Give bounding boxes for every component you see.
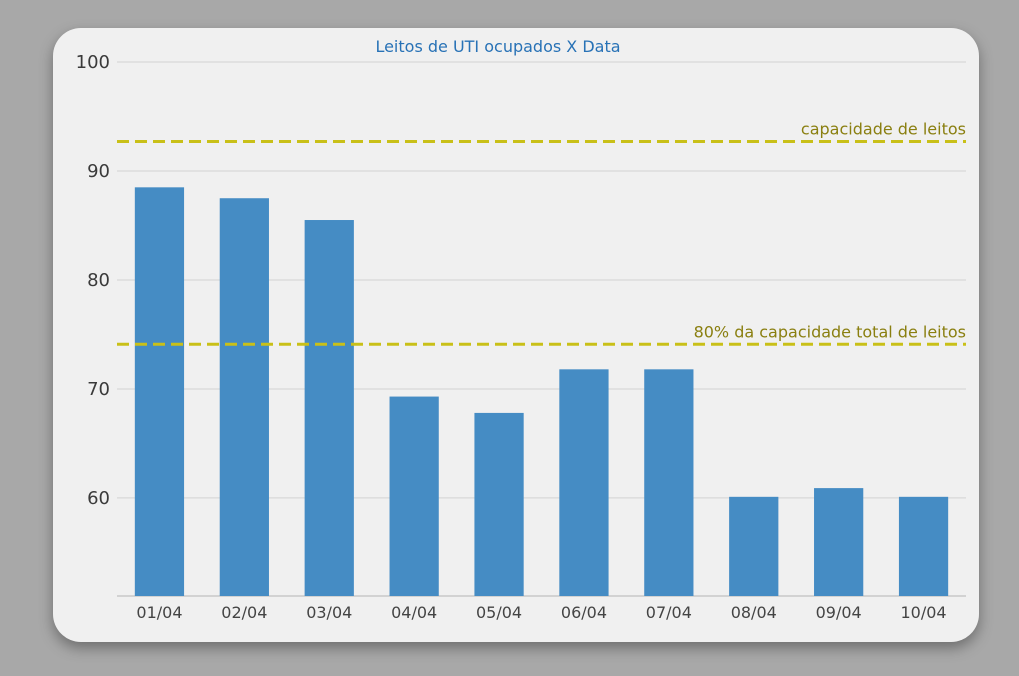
reference-line-label: capacidade de leitos [801, 120, 966, 139]
y-tick-label: 90 [87, 161, 110, 182]
y-tick-label: 70 [87, 379, 110, 400]
x-tick-label: 04/04 [391, 603, 437, 622]
reference-line-label: 80% da capacidade total de leitos [694, 322, 966, 341]
x-tick-label: 08/04 [731, 603, 777, 622]
x-tick-label: 03/04 [306, 603, 352, 622]
chart-title: Leitos de UTI ocupados X Data [375, 37, 620, 56]
y-tick-label: 60 [87, 488, 110, 509]
x-tick-label: 06/04 [561, 603, 607, 622]
x-axis-ticks: 01/04 02/04 03/04 04/04 05/04 06/04 07/04 08/04… [136, 603, 946, 622]
x-tick-label: 02/04 [221, 603, 267, 622]
x-tick-label: 10/04 [900, 603, 946, 622]
y-tick-label: 80 [87, 270, 110, 291]
x-tick-label: 01/04 [136, 603, 182, 622]
bar [474, 412, 524, 596]
bars [134, 187, 949, 597]
bar [729, 496, 779, 596]
bar [644, 369, 694, 596]
bar [219, 198, 269, 596]
x-tick-label: 09/04 [816, 603, 862, 622]
bar [559, 369, 609, 596]
reference-lines: capacidade de leitos 80% da capacidade to… [117, 120, 966, 346]
bar [304, 220, 354, 597]
bar [898, 496, 949, 596]
bar [134, 187, 185, 596]
x-tick-label: 07/04 [646, 603, 692, 622]
bar [814, 488, 864, 596]
bar [389, 396, 439, 596]
y-tick-label: 100 [76, 52, 110, 73]
y-axis-ticks: 60 70 80 90 100 [76, 52, 110, 509]
x-tick-label: 05/04 [476, 603, 522, 622]
